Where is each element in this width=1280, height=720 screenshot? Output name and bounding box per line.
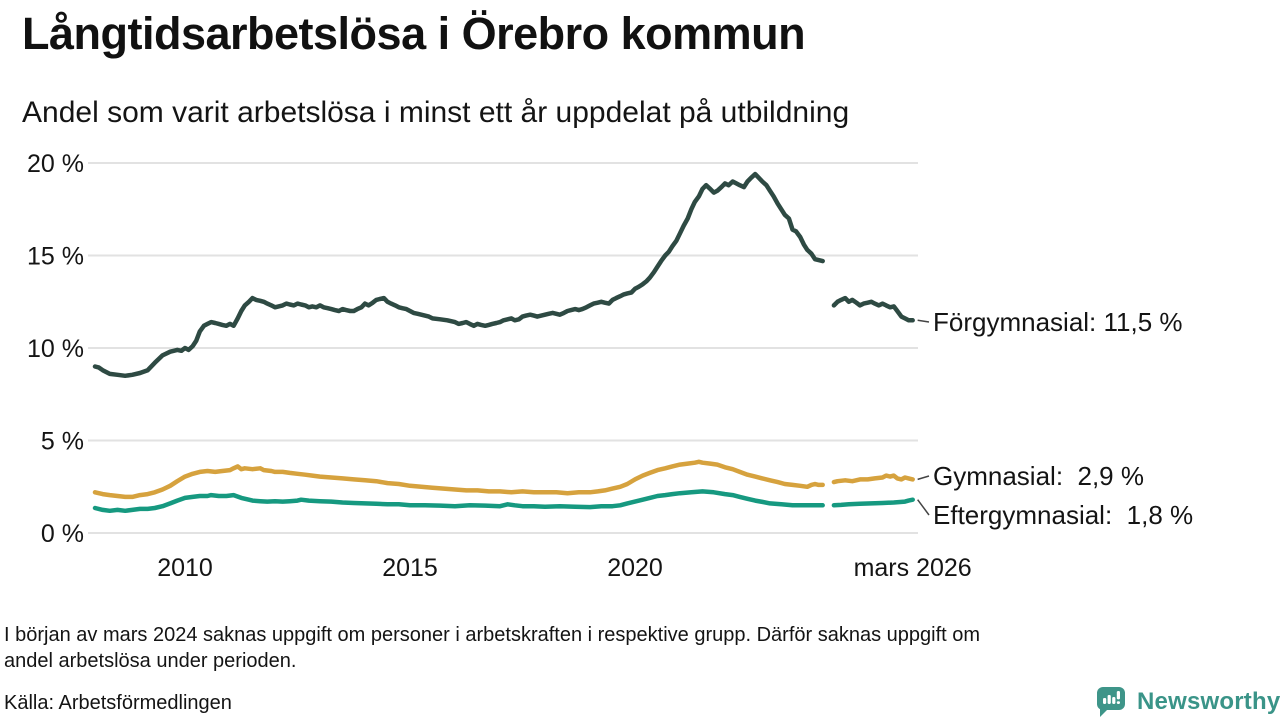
series-line-förgymnasial [831, 295, 915, 323]
series-line-gymnasial [92, 459, 825, 500]
x-tick-label: 2020 [607, 554, 663, 582]
y-tick-label: 0 % [41, 520, 84, 548]
series-line-eftergymnasial [92, 489, 825, 514]
line-chart: 0 % 5 % 10 % 15 % 20 % 2010 2015 2020 mars 2026 [27, 150, 972, 582]
end-label-connector [917, 499, 930, 516]
y-tick-label: 5 % [41, 428, 84, 456]
series-end-label-eftergymnasial: Eftergymnasial: 1,8 % [933, 500, 1194, 530]
x-tick-label: 2010 [157, 554, 213, 582]
y-tick-label: 10 % [27, 335, 84, 363]
newsworthy-logo: Newsworthy [1096, 686, 1280, 718]
page-subtitle: Andel som varit arbetslösa i minst ett å… [22, 96, 850, 129]
x-tick-label: mars 2026 [854, 554, 972, 582]
footnote: I början av mars 2024 saknas uppgift om … [4, 622, 1266, 674]
newsworthy-wordmark: Newsworthy [1137, 688, 1280, 715]
end-label-connector [917, 475, 930, 481]
series-end-label-gymnasial: Gymnasial: 2,9 % [933, 461, 1144, 491]
source-text: Källa: Arbetsförmedlingen [4, 692, 232, 714]
end-label-connector [917, 319, 930, 323]
page-title: Långtidsarbetslösa i Örebro kommun [22, 8, 806, 59]
series-line-gymnasial [831, 473, 915, 485]
footnote-line-2: andel arbetslösa under perioden. [4, 650, 297, 672]
series-line-eftergymnasial [831, 497, 915, 508]
newsworthy-chart-bubble-icon [1097, 687, 1125, 717]
y-tick-label: 15 % [27, 243, 84, 271]
series-end-label-forgymnasial: Förgymnasial: 11,5 % [933, 307, 1183, 337]
series-line-förgymnasial [92, 171, 825, 379]
y-tick-label: 20 % [27, 150, 84, 178]
footnote-line-1: I början av mars 2024 saknas uppgift om … [4, 624, 981, 646]
x-tick-label: 2015 [382, 554, 438, 582]
